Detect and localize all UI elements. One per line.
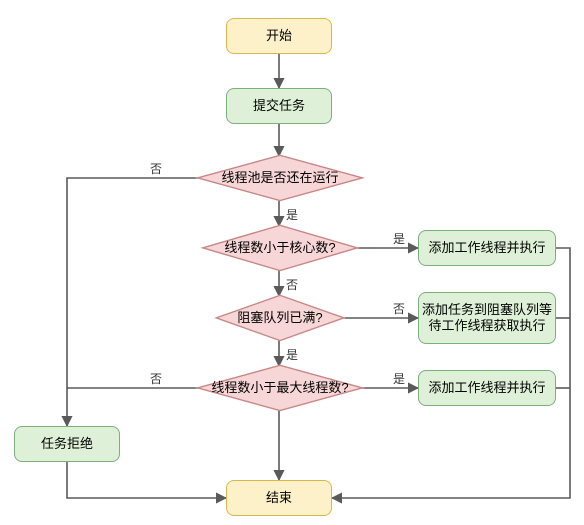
node-label: 添加任务到阻塞队列等待工作线程获取执行 xyxy=(419,302,555,335)
edge-label-queuefull-no: 否 xyxy=(393,300,405,317)
node-end: 结束 xyxy=(226,480,332,516)
flowchart-canvas: 开始 提交任务 线程池是否还在运行 线程数小于核心数? 添加工作线程并执行 阻塞… xyxy=(0,0,584,525)
node-running: 线程池是否还在运行 xyxy=(200,156,360,200)
node-ltCore: 线程数小于核心数? xyxy=(205,226,355,270)
edge-label-queuefull-yes: 是 xyxy=(286,346,298,363)
node-label: 添加工作线程并执行 xyxy=(428,240,545,256)
node-queueFull: 阻塞队列已满? xyxy=(218,296,342,340)
node-label: 线程数小于核心数? xyxy=(218,240,341,256)
node-addWorker2: 添加工作线程并执行 xyxy=(418,370,556,406)
node-label: 结束 xyxy=(266,490,292,506)
edge-label-running-yes: 是 xyxy=(286,206,298,223)
node-label: 线程数小于最大线程数? xyxy=(205,380,354,396)
edge-label-ltmax-yes: 是 xyxy=(393,370,405,387)
node-submit: 提交任务 xyxy=(226,88,332,124)
node-reject: 任务拒绝 xyxy=(14,426,120,462)
node-start: 开始 xyxy=(226,18,332,54)
node-addWorker1: 添加工作线程并执行 xyxy=(418,230,556,266)
edge-label-ltmax-no: 否 xyxy=(150,370,162,387)
node-label: 线程池是否还在运行 xyxy=(215,170,344,186)
node-ltMax: 线程数小于最大线程数? xyxy=(200,366,360,410)
node-label: 任务拒绝 xyxy=(41,436,93,452)
edge-label-running-no: 否 xyxy=(150,160,162,177)
node-enqueue: 添加任务到阻塞队列等待工作线程获取执行 xyxy=(418,292,556,344)
node-label: 开始 xyxy=(266,28,292,44)
edge-label-ltcore-yes: 是 xyxy=(393,230,405,247)
node-label: 阻塞队列已满? xyxy=(231,310,328,326)
node-label: 添加工作线程并执行 xyxy=(428,380,545,396)
node-label: 提交任务 xyxy=(253,98,305,114)
edge-label-ltcore-no: 否 xyxy=(286,276,298,293)
